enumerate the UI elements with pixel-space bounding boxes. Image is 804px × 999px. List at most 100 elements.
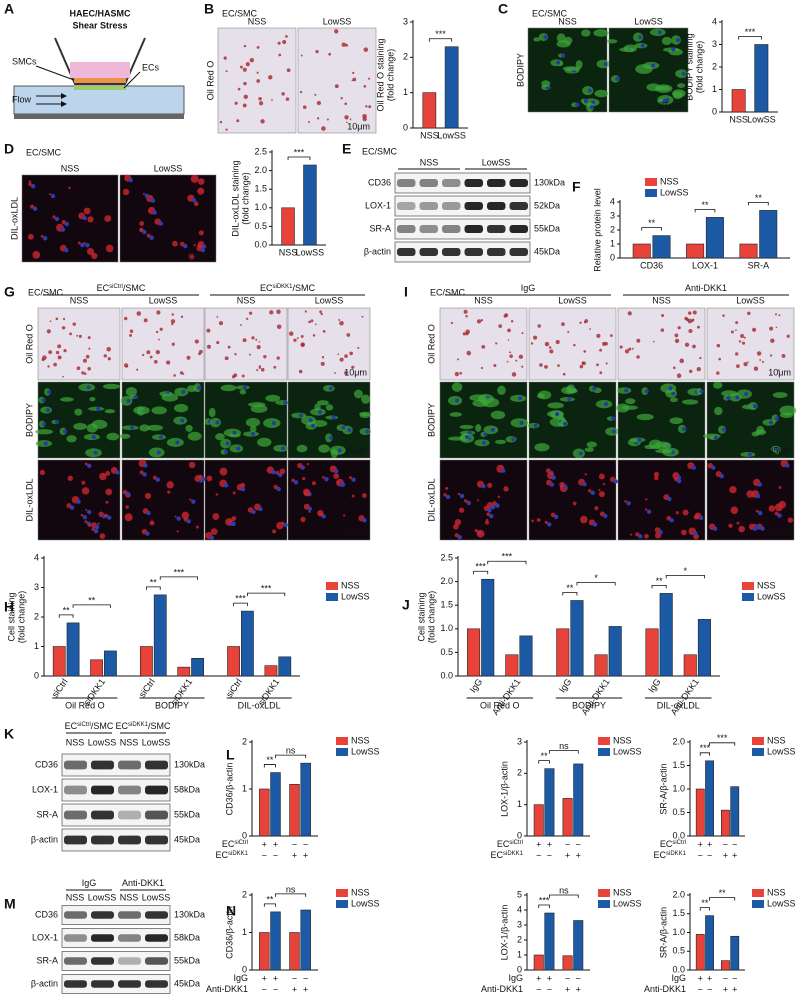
lipid-droplet xyxy=(276,356,280,360)
condition-sup: siCtrl xyxy=(509,840,523,846)
nucleus xyxy=(42,236,48,241)
blot-size-label: 58kDa xyxy=(174,784,200,794)
blot-band xyxy=(509,248,528,256)
condition-mark: + xyxy=(303,850,308,860)
cell-stain xyxy=(190,174,199,183)
significance-label: ** xyxy=(88,595,96,605)
lipid-droplet xyxy=(194,339,199,344)
x-tick-label: LOX-1 xyxy=(692,260,718,270)
lipid-droplet xyxy=(218,321,224,326)
blot-band xyxy=(64,785,87,795)
micrograph xyxy=(21,174,119,263)
nucleus xyxy=(130,425,135,430)
lipid-droplet xyxy=(227,345,231,349)
cell-stain xyxy=(151,406,167,415)
lipid-droplet xyxy=(596,363,599,367)
blot-band xyxy=(145,957,168,965)
condition-mark: − xyxy=(565,973,570,983)
significance-label: * xyxy=(594,573,598,583)
lipid-droplet xyxy=(173,374,176,377)
cell-stain xyxy=(104,215,112,223)
bar xyxy=(270,911,281,971)
nucleus xyxy=(644,389,649,394)
lipid-droplet xyxy=(778,314,781,317)
legend-swatch xyxy=(598,748,610,756)
nucleus xyxy=(224,449,229,454)
lipid-droplet xyxy=(251,336,255,340)
legend-swatch xyxy=(752,889,764,897)
nucleus xyxy=(324,477,329,482)
significance-label: *** xyxy=(261,583,272,593)
cell-stain xyxy=(474,528,478,533)
column-label: LowSS xyxy=(315,295,344,305)
condition-mark: + xyxy=(698,973,703,983)
significance-label: *** xyxy=(235,593,246,603)
blot-size-label: 130kDa xyxy=(534,177,565,187)
cell-stain xyxy=(333,473,340,479)
condition-base: EC xyxy=(490,850,503,860)
lipid-droplet xyxy=(351,79,354,82)
y-tick-label: 4 xyxy=(712,16,717,26)
condition-base: IgG xyxy=(233,973,248,983)
cell-stain xyxy=(257,437,272,447)
nucleus xyxy=(334,468,339,474)
y-tick-label: 2 xyxy=(242,736,247,746)
lipid-droplet xyxy=(322,329,326,333)
condition-mark: + xyxy=(576,850,581,860)
blot-size-label: 45kDa xyxy=(174,834,200,844)
cell-stain xyxy=(88,524,91,527)
significance-label: ns xyxy=(286,746,296,756)
cell-stain xyxy=(606,39,618,44)
nucleus xyxy=(223,483,229,488)
condition-mark: + xyxy=(262,973,267,983)
lipid-droplet xyxy=(312,334,316,337)
bar xyxy=(608,626,622,677)
condition-base: EC xyxy=(653,850,666,860)
micrograph xyxy=(617,307,706,381)
lipid-droplet xyxy=(735,352,739,356)
y-tick-label: 1.0 xyxy=(672,927,685,937)
nucleus xyxy=(582,482,587,487)
y-tick-label: 0.0 xyxy=(672,830,685,840)
lipid-droplet xyxy=(730,330,734,334)
cell-stain xyxy=(443,493,447,497)
cell-stain xyxy=(343,514,346,517)
y-tick-label: 2.0 xyxy=(672,889,685,899)
condition-mark: + xyxy=(707,839,712,849)
y-tick-label: 3 xyxy=(610,210,615,220)
bar xyxy=(570,600,584,677)
blot-size-label: 52kDa xyxy=(534,200,560,210)
lipid-droplet xyxy=(340,97,343,100)
significance-bracket xyxy=(641,227,662,231)
lipid-droplet xyxy=(236,119,240,123)
y-tick-label: 1 xyxy=(712,84,717,94)
nucleus xyxy=(669,518,674,523)
group-label: IgG xyxy=(82,878,97,888)
y-tick-label: 1.5 xyxy=(440,600,453,610)
nucleus xyxy=(757,482,762,487)
lipid-droplet xyxy=(549,349,554,354)
legend-swatch xyxy=(752,748,764,756)
nucleus xyxy=(60,227,66,232)
micrograph xyxy=(606,27,689,113)
lipid-droplet xyxy=(129,333,133,337)
significance-label: *** xyxy=(502,552,513,562)
lipid-droplet xyxy=(346,333,351,337)
cell-stain xyxy=(586,102,594,112)
cell-stain xyxy=(497,385,506,395)
cell-stain xyxy=(223,428,242,437)
group-label: ECsiCtrl/SMC xyxy=(65,721,114,731)
cell-stain xyxy=(198,230,204,236)
condition-mark: − xyxy=(707,850,712,860)
significance-label: ** xyxy=(566,583,574,593)
lipid-droplet xyxy=(216,315,219,318)
lipid-droplet xyxy=(346,121,348,124)
diagram-title: HAEC/HASMC xyxy=(69,8,131,18)
cell-stain xyxy=(677,83,686,88)
y-axis-label: (fold change) xyxy=(426,591,436,644)
cell-stain xyxy=(672,91,683,100)
significance-bracket xyxy=(709,742,736,746)
lipid-droplet xyxy=(743,336,746,339)
blot-row-label: β-actin xyxy=(31,978,58,988)
lipid-droplet xyxy=(736,364,740,368)
